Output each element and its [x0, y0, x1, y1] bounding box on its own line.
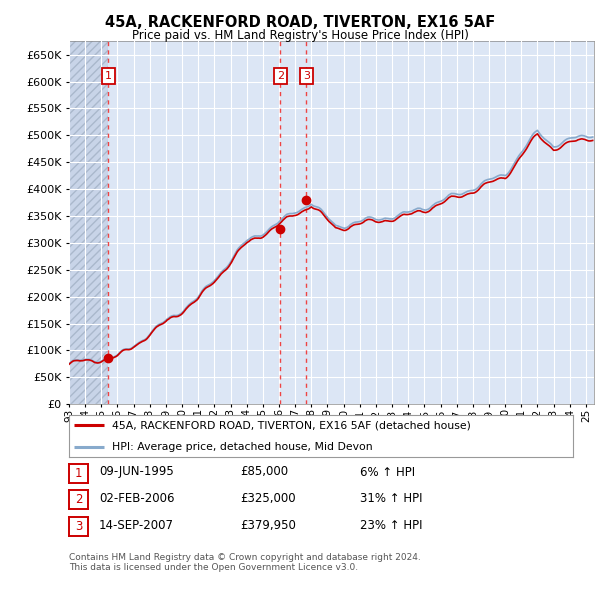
Text: 2: 2	[277, 71, 284, 81]
Text: 1: 1	[105, 71, 112, 81]
Text: HPI: Average price, detached house, Mid Devon: HPI: Average price, detached house, Mid …	[112, 442, 373, 451]
Text: 3: 3	[303, 71, 310, 81]
Text: 6% ↑ HPI: 6% ↑ HPI	[360, 466, 415, 478]
Text: 31% ↑ HPI: 31% ↑ HPI	[360, 492, 422, 505]
Text: £379,950: £379,950	[240, 519, 296, 532]
Text: 2: 2	[75, 493, 82, 506]
Text: This data is licensed under the Open Government Licence v3.0.: This data is licensed under the Open Gov…	[69, 563, 358, 572]
Text: 3: 3	[75, 520, 82, 533]
Text: Contains HM Land Registry data © Crown copyright and database right 2024.: Contains HM Land Registry data © Crown c…	[69, 553, 421, 562]
Text: Price paid vs. HM Land Registry's House Price Index (HPI): Price paid vs. HM Land Registry's House …	[131, 30, 469, 42]
Text: 14-SEP-2007: 14-SEP-2007	[99, 519, 174, 532]
Text: 23% ↑ HPI: 23% ↑ HPI	[360, 519, 422, 532]
Text: 09-JUN-1995: 09-JUN-1995	[99, 466, 174, 478]
Text: 02-FEB-2006: 02-FEB-2006	[99, 492, 175, 505]
Text: £85,000: £85,000	[240, 466, 288, 478]
Text: 1: 1	[75, 467, 82, 480]
Text: 45A, RACKENFORD ROAD, TIVERTON, EX16 5AF: 45A, RACKENFORD ROAD, TIVERTON, EX16 5AF	[105, 15, 495, 30]
Text: £325,000: £325,000	[240, 492, 296, 505]
Text: 45A, RACKENFORD ROAD, TIVERTON, EX16 5AF (detached house): 45A, RACKENFORD ROAD, TIVERTON, EX16 5AF…	[112, 421, 471, 430]
